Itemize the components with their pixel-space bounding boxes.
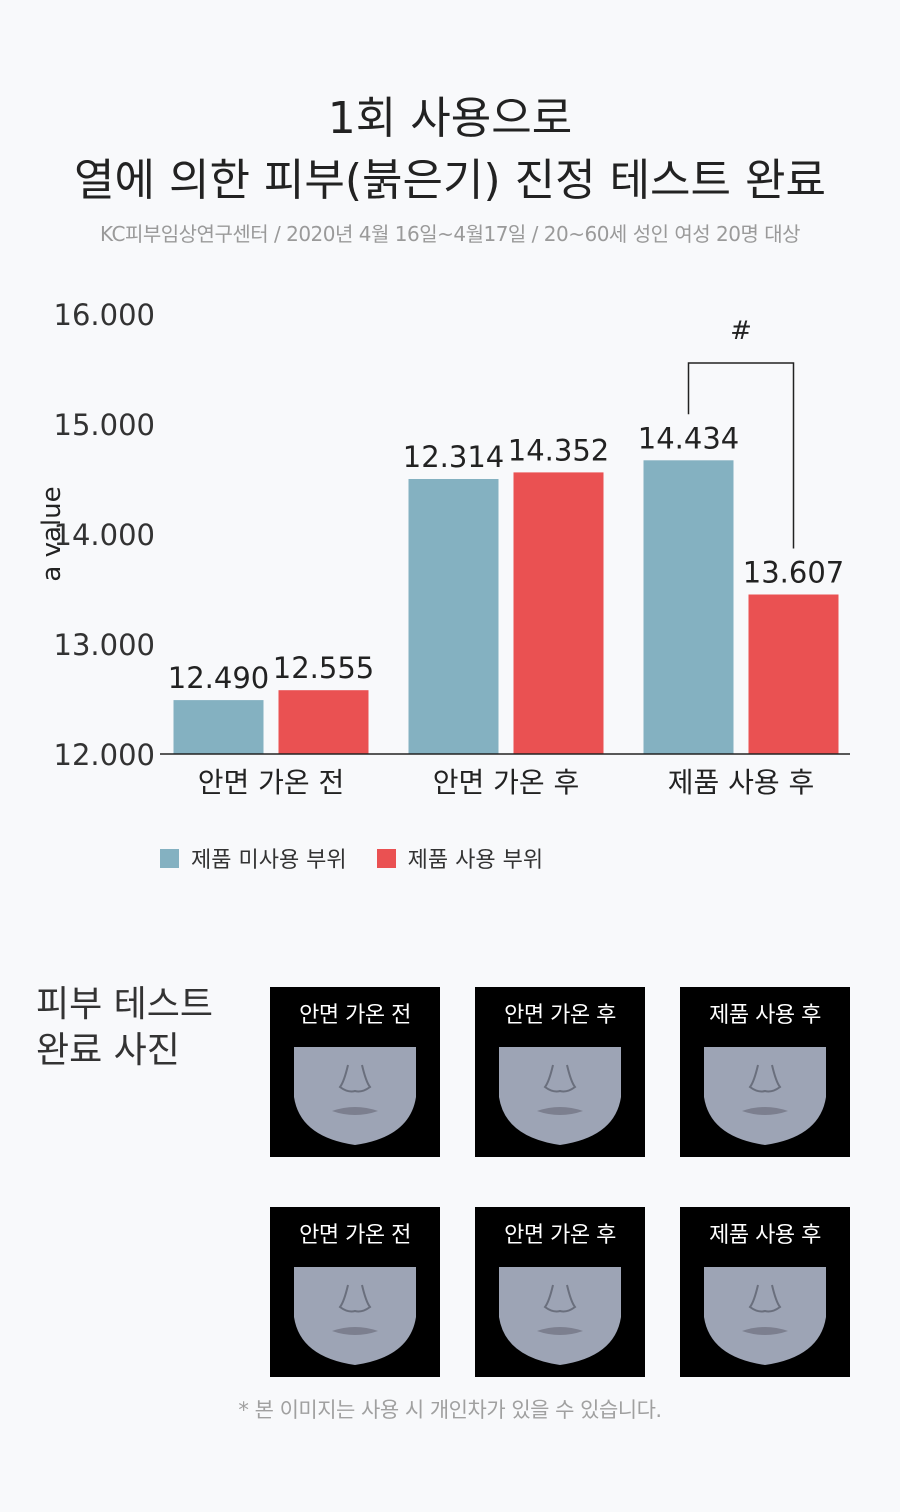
bar	[748, 594, 839, 754]
mouth-shape	[742, 1327, 788, 1335]
subtitle: KC피부임상연구센터 / 2020년 4월 16일~4월17일 / 20~60세…	[99, 222, 801, 246]
y-tick-label: 15.000	[54, 408, 155, 442]
face-photo-after-heating-1: 안면 가온 후	[475, 987, 645, 1157]
face-photo-after-heating-2: 안면 가온 후	[475, 1207, 645, 1377]
face-image	[704, 1047, 826, 1145]
bar-chart: 12.000 13.000 14.000 15.000 16.000 a value 12.…	[37, 298, 850, 799]
legend-item-used: 제품 사용 부위	[376, 842, 544, 874]
nose-shape	[543, 1284, 577, 1313]
data-label: 14.352	[508, 433, 609, 467]
mouth-shape	[537, 1327, 583, 1335]
bar	[643, 460, 734, 754]
face-photo-after-product-1: 제품 사용 후	[680, 987, 850, 1157]
y-tick-label: 16.000	[54, 298, 155, 332]
y-tick-label: 14.000	[54, 518, 155, 552]
legend: 제품 미사용 부위 제품 사용 부위	[160, 842, 573, 874]
face-shape	[704, 1047, 826, 1145]
mouth-shape	[332, 1327, 378, 1335]
face-image	[499, 1267, 621, 1365]
legend-label-unused: 제품 미사용 부위	[191, 848, 347, 873]
face-shape	[294, 1267, 416, 1365]
legend-item-unused: 제품 미사용 부위	[160, 842, 347, 874]
bar	[278, 690, 369, 754]
face-shape	[499, 1047, 621, 1145]
photo-label: 안면 가온 후	[504, 1223, 616, 1248]
legend-swatch-unused	[160, 848, 179, 868]
photo-heading-line-2: 완료 사진	[36, 1030, 180, 1071]
bar	[173, 700, 264, 754]
face-shape	[294, 1047, 416, 1145]
significance-marker: #	[730, 316, 752, 346]
nose-shape	[338, 1284, 372, 1313]
face-image	[294, 1267, 416, 1365]
face-photo-after-product-2: 제품 사용 후	[680, 1207, 850, 1377]
photo-heading-line-1: 피부 테스트	[36, 984, 214, 1025]
bar	[408, 479, 499, 754]
nose-shape	[543, 1064, 577, 1093]
photo-label: 안면 가온 전	[299, 1223, 411, 1248]
data-label: 12.314	[403, 440, 504, 474]
bar	[513, 472, 604, 754]
x-category-label: 안면 가온 후	[433, 766, 580, 799]
x-category-label: 안면 가온 전	[198, 766, 345, 799]
mouth-shape	[537, 1107, 583, 1115]
photo-label: 제품 사용 후	[709, 1003, 821, 1028]
nose-shape	[748, 1284, 782, 1313]
title-line-2: 열에 의한 피부(붉은기) 진정 테스트 완료	[74, 155, 826, 206]
y-axis-label: a value	[37, 486, 67, 581]
photo-label: 안면 가온 전	[299, 1003, 411, 1028]
face-photo-before-heating-1: 안면 가온 전	[270, 987, 440, 1157]
x-category-label: 제품 사용 후	[668, 766, 815, 799]
face-photo-before-heating-2: 안면 가온 전	[270, 1207, 440, 1377]
legend-label-used: 제품 사용 부위	[407, 848, 544, 873]
photo-section-heading: 피부 테스트 완료 사진	[36, 982, 213, 1074]
photo-label: 안면 가온 후	[504, 1003, 616, 1028]
legend-swatch-used	[376, 848, 396, 868]
photo-label: 제품 사용 후	[709, 1223, 821, 1248]
data-label: 12.490	[168, 661, 269, 695]
data-label: 14.434	[638, 421, 739, 455]
data-label: 12.555	[273, 651, 374, 685]
y-tick-label: 12.000	[54, 738, 155, 772]
nose-shape	[338, 1064, 372, 1093]
face-image	[499, 1047, 621, 1145]
mouth-shape	[332, 1107, 378, 1115]
disclaimer-note: * 본 이미지는 사용 시 개인차가 있을 수 있습니다.	[238, 1398, 662, 1422]
significance-bracket	[687, 362, 795, 549]
data-label: 13.607	[743, 556, 844, 590]
mouth-shape	[742, 1107, 788, 1115]
nose-shape	[748, 1064, 782, 1093]
face-image	[294, 1047, 416, 1145]
y-tick-label: 13.000	[54, 628, 155, 662]
face-shape	[499, 1267, 621, 1365]
face-shape	[704, 1267, 826, 1365]
title-line-1: 1회 사용으로	[327, 93, 573, 144]
face-image	[704, 1267, 826, 1365]
